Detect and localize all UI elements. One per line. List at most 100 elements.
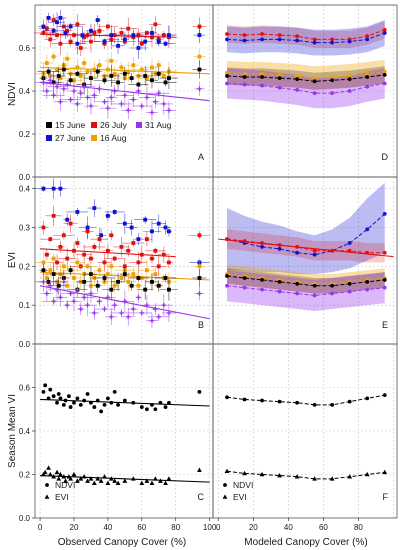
panel-c: 0.0 0.2 0.4 0.6 0 20 40 60 80 100 C NDVI EVI xyxy=(19,343,217,532)
data-point xyxy=(312,91,317,96)
x-tick-label: 80 xyxy=(354,523,363,532)
data-point xyxy=(144,268,149,273)
data-point xyxy=(312,37,317,42)
data-point xyxy=(242,285,247,290)
data-point xyxy=(44,252,49,257)
data-point xyxy=(71,471,77,477)
data-point xyxy=(95,18,100,22)
data-point xyxy=(105,105,111,111)
x-tick-label: 100 xyxy=(203,523,217,532)
data-point xyxy=(41,268,46,273)
band-15-june xyxy=(227,268,385,294)
data-point xyxy=(126,279,131,284)
data-point xyxy=(260,71,264,76)
data-point xyxy=(48,387,53,392)
legend-label-evi: EVI xyxy=(55,492,69,502)
series-15-june xyxy=(37,60,207,95)
data-point xyxy=(122,37,127,42)
data-point xyxy=(225,81,229,86)
data-point xyxy=(347,474,353,479)
data-point xyxy=(197,467,202,472)
legend-dates: 15 June 26 July 31 Aug 27 June 16 Aug xyxy=(46,120,172,143)
data-point xyxy=(105,24,110,29)
data-point xyxy=(51,28,56,33)
data-point xyxy=(277,472,282,478)
data-point xyxy=(129,283,134,288)
data-point xyxy=(81,295,87,300)
data-point xyxy=(144,95,150,100)
data-point xyxy=(119,245,124,249)
data-point xyxy=(48,237,53,242)
data-point xyxy=(122,93,128,98)
data-point xyxy=(277,33,282,37)
data-point xyxy=(167,76,171,80)
series-16-aug xyxy=(34,251,210,296)
y-tick-label: 0.4 xyxy=(19,427,31,436)
data-point xyxy=(61,67,66,72)
data-point xyxy=(109,59,114,63)
data-point xyxy=(163,276,168,280)
data-point xyxy=(365,71,370,76)
data-point xyxy=(260,83,264,88)
data-point xyxy=(75,71,80,76)
data-point xyxy=(85,69,90,74)
data-point xyxy=(295,250,300,255)
trend-line xyxy=(40,475,210,483)
data-point xyxy=(347,77,352,82)
data-point xyxy=(44,88,50,94)
y-tick-label: 0.2 xyxy=(19,262,31,271)
series-26-july xyxy=(218,237,394,258)
data-point xyxy=(85,229,90,234)
data-point xyxy=(130,476,136,481)
data-point xyxy=(295,88,300,92)
data-point xyxy=(65,217,70,222)
data-point xyxy=(58,16,63,20)
data-point xyxy=(312,252,317,257)
data-point xyxy=(82,61,87,65)
series-line xyxy=(226,273,385,285)
data-point xyxy=(97,268,102,273)
data-point xyxy=(260,287,264,292)
data-point xyxy=(347,89,352,93)
data-point xyxy=(382,469,388,475)
data-point xyxy=(365,37,370,42)
data-point xyxy=(47,77,53,83)
data-point xyxy=(82,398,87,403)
data-point xyxy=(105,213,110,218)
data-point xyxy=(122,478,128,483)
data-point xyxy=(382,285,387,290)
data-point xyxy=(163,41,168,46)
data-point xyxy=(197,291,202,296)
data-point xyxy=(115,480,121,485)
legend-marker-ndvi xyxy=(223,483,227,487)
data-point xyxy=(295,38,300,43)
data-point xyxy=(330,37,335,42)
data-point xyxy=(312,79,317,84)
data-point xyxy=(260,245,264,249)
series-evi xyxy=(40,465,210,485)
data-point xyxy=(122,264,127,269)
data-point xyxy=(330,40,335,45)
data-point xyxy=(78,476,84,481)
data-point xyxy=(68,78,73,83)
data-point xyxy=(109,74,114,78)
data-point xyxy=(51,298,56,304)
legend-vi-f: NDVI EVI xyxy=(222,480,253,502)
data-point xyxy=(382,211,387,216)
data-point xyxy=(260,278,264,282)
data-point xyxy=(102,78,107,83)
data-point xyxy=(102,474,107,479)
data-point xyxy=(197,67,202,72)
data-point xyxy=(382,250,387,255)
y-axis-label-evi: EVI xyxy=(7,252,18,268)
data-point xyxy=(131,306,136,312)
data-point xyxy=(242,470,247,476)
data-point xyxy=(109,233,114,238)
data-point xyxy=(143,287,148,292)
y-tick-label: 0.2 xyxy=(19,471,31,480)
data-point xyxy=(85,264,90,269)
data-point xyxy=(136,237,141,242)
legend-label-evi: EVI xyxy=(233,492,247,502)
data-point xyxy=(99,409,104,414)
